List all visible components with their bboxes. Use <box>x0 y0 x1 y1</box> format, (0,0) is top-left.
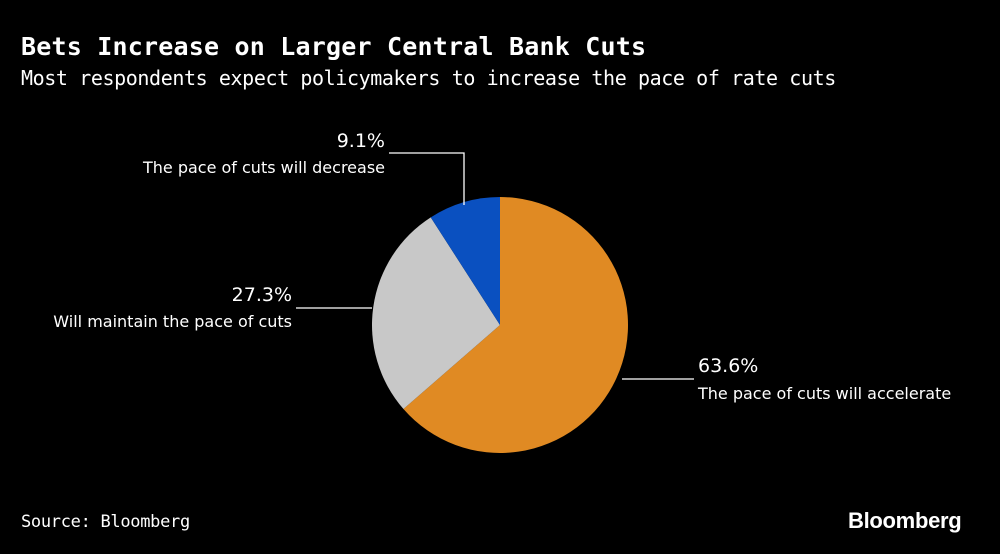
value-label-decrease: 9.1% <box>337 130 385 152</box>
value-label-accelerate: 63.6% <box>698 355 758 377</box>
pie-slices <box>371 197 628 453</box>
slice-label-accelerate: The pace of cuts will accelerate <box>697 384 951 403</box>
slice-label-decrease: The pace of cuts will decrease <box>142 158 385 177</box>
slice-decrease <box>430 197 500 325</box>
chart-title: Bets Increase on Larger Central Bank Cut… <box>21 32 647 61</box>
slice-maintain <box>371 217 500 410</box>
leader-line-decrease <box>389 152 465 205</box>
source-note: Source: Bloomberg <box>21 512 190 532</box>
bloomberg-logo: Bloomberg <box>848 508 962 533</box>
slice-label-maintain: Will maintain the pace of cuts <box>53 312 292 331</box>
value-label-maintain: 27.3% <box>232 284 292 306</box>
chart-subtitle: Most respondents expect policymakers to … <box>21 66 836 90</box>
pie-annotations: 63.6% The pace of cuts will accelerate 2… <box>53 130 951 403</box>
slice-accelerate <box>403 197 628 453</box>
